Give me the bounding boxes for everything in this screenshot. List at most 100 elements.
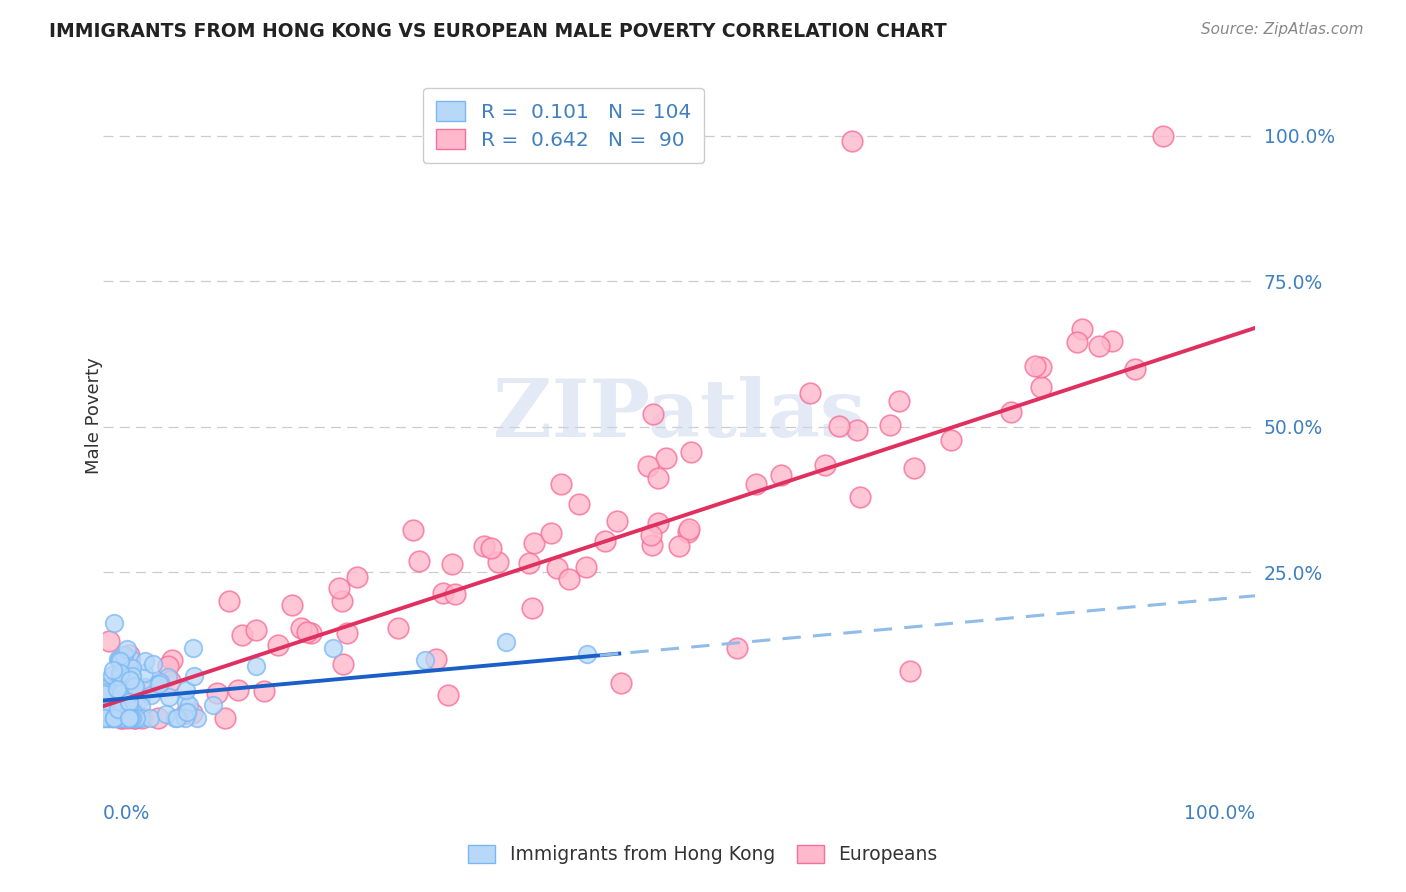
Point [678, 522, 700, 536]
Point [107, 653, 129, 667]
Point [100, 700, 122, 714]
Point [887, 393, 910, 408]
Point [131, 690, 153, 705]
Point [745, 477, 768, 491]
Point [101, 711, 124, 725]
Point [118, 685, 141, 699]
Point [111, 668, 134, 682]
Point [118, 695, 141, 709]
Point [402, 524, 425, 538]
Point [1024, 359, 1046, 373]
Point [472, 539, 495, 553]
Point [330, 594, 353, 608]
Point [267, 638, 290, 652]
Point [425, 651, 447, 665]
Point [647, 470, 669, 484]
Point [179, 698, 201, 712]
Point [770, 468, 793, 483]
Point [118, 683, 141, 698]
Point [517, 556, 540, 570]
Point [124, 711, 146, 725]
Point [127, 711, 149, 725]
Point [1123, 362, 1146, 376]
Point [125, 711, 148, 725]
Point [245, 623, 267, 637]
Point [103, 711, 125, 725]
Point [134, 654, 156, 668]
Point [110, 686, 132, 700]
Point [299, 625, 322, 640]
Point [138, 710, 160, 724]
Point [332, 657, 354, 671]
Point [94, 704, 117, 718]
Point [441, 557, 464, 571]
Point [245, 659, 267, 673]
Point [114, 703, 136, 717]
Point [176, 705, 198, 719]
Point [606, 514, 628, 528]
Point [183, 669, 205, 683]
Point [96, 683, 118, 698]
Point [641, 408, 664, 422]
Point [432, 585, 454, 599]
Text: 100.0%: 100.0% [1184, 804, 1256, 822]
Point [110, 686, 132, 700]
Legend: R =  0.101   N = 104, R =  0.642   N =  90: R = 0.101 N = 104, R = 0.642 N = 90 [423, 87, 704, 163]
Point [111, 711, 134, 725]
Point [110, 670, 132, 684]
Point [121, 704, 143, 718]
Point [610, 676, 633, 690]
Point [91, 711, 114, 725]
Point [101, 693, 124, 707]
Point [103, 711, 125, 725]
Point [146, 677, 169, 691]
Point [163, 711, 186, 725]
Point [181, 641, 204, 656]
Point [1152, 128, 1174, 143]
Point [846, 423, 869, 437]
Point [105, 682, 128, 697]
Point [148, 677, 170, 691]
Point [595, 533, 617, 548]
Point [1031, 360, 1053, 375]
Point [575, 559, 598, 574]
Text: Source: ZipAtlas.com: Source: ZipAtlas.com [1201, 22, 1364, 37]
Point [647, 516, 669, 531]
Point [218, 594, 240, 608]
Point [676, 524, 699, 539]
Point [112, 648, 135, 662]
Point [568, 497, 591, 511]
Point [124, 711, 146, 725]
Point [115, 641, 138, 656]
Point [939, 434, 962, 448]
Point [111, 711, 134, 725]
Point [486, 555, 509, 569]
Point [93, 681, 115, 696]
Point [253, 684, 276, 698]
Point [640, 528, 662, 542]
Point [124, 679, 146, 693]
Point [814, 458, 837, 472]
Text: ZIPatlas: ZIPatlas [494, 376, 865, 454]
Point [118, 699, 141, 714]
Point [114, 701, 136, 715]
Point [93, 685, 115, 699]
Point [91, 697, 114, 711]
Point [174, 682, 197, 697]
Point [121, 711, 143, 725]
Point [98, 633, 121, 648]
Point [103, 616, 125, 631]
Point [98, 710, 121, 724]
Point [157, 658, 180, 673]
Point [231, 628, 253, 642]
Point [110, 702, 132, 716]
Point [550, 476, 572, 491]
Point [122, 680, 145, 694]
Point [131, 711, 153, 725]
Point [107, 702, 129, 716]
Point [112, 711, 135, 725]
Point [828, 418, 851, 433]
Point [94, 698, 117, 713]
Point [898, 665, 921, 679]
Point [118, 711, 141, 725]
